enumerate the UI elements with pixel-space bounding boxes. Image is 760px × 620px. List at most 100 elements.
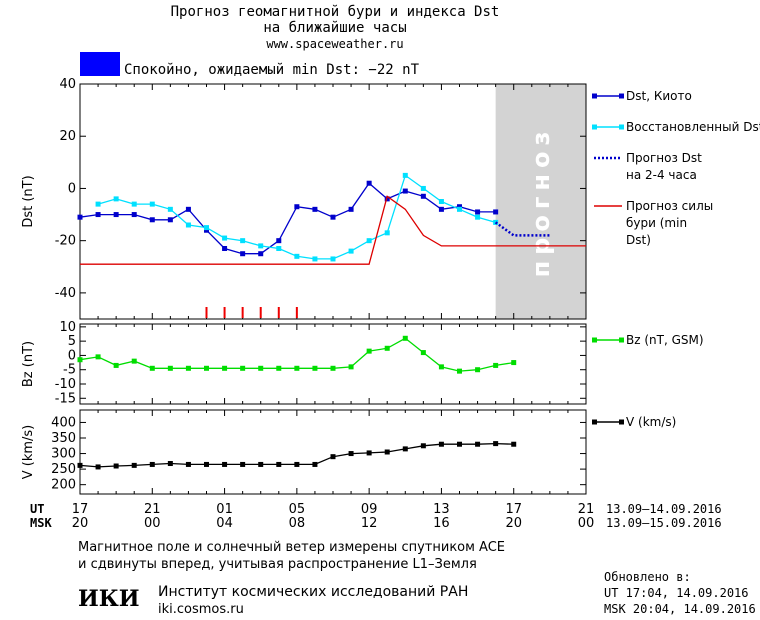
ut-tick-label: 17: [505, 502, 522, 517]
dst-data-point: [402, 172, 408, 178]
bz-data-point: [131, 358, 137, 364]
v-data-point: [402, 446, 408, 452]
dst-data-point: [149, 201, 155, 207]
dst-data-point: [204, 225, 209, 231]
bz-data-point: [276, 365, 282, 371]
dst-series-line-2: [494, 221, 550, 237]
bz-y-tick-label: 0: [68, 348, 76, 363]
source-url[interactable]: www.spaceweather.ru: [266, 37, 404, 51]
v-data-point: [276, 461, 282, 467]
updated-label: Обновлено в:: [604, 570, 691, 584]
v-plot-frame: [79, 409, 587, 495]
dst-y-tick-label: 20: [59, 129, 76, 144]
bz-data-point: [312, 365, 318, 371]
bz-y-tick-label: 5: [68, 334, 76, 349]
v-data-point: [149, 461, 155, 467]
bz-plot-frame: [79, 323, 587, 405]
status-color-swatch: [80, 52, 120, 76]
ut-tick-label: 09: [361, 502, 378, 517]
v-data-point: [131, 462, 137, 468]
v-y-tick-label: 350: [51, 431, 76, 446]
v-data-point: [348, 451, 354, 457]
dst-data-point: [366, 238, 372, 244]
dst-data-point: [330, 214, 336, 220]
dst-legend-marker: [619, 93, 624, 99]
dst-data-point: [475, 214, 481, 220]
dst-legend-label-2: на 2-4 часа: [626, 168, 697, 182]
msk-tick-label: 20: [505, 516, 522, 531]
v-data-point: [113, 463, 119, 469]
bz-data-point: [457, 368, 462, 374]
dst-data-point: [294, 204, 300, 210]
bz-legend-label-0: Bz (nT, GSM): [626, 333, 704, 347]
dst-legend-label-1: Восстановленный Dst: [626, 120, 760, 134]
dst-legend-label-0: Dst, Киото: [626, 89, 692, 103]
v-data-point: [185, 461, 191, 467]
dst-series-line-3: [80, 195, 586, 265]
dst-data-point: [167, 206, 173, 212]
msk-tick-label: 08: [289, 516, 306, 531]
dst-series-line-1: [97, 174, 496, 260]
updated-ut: UT 17:04, 14.09.2016: [604, 586, 749, 600]
v-data-point: [384, 449, 390, 455]
dst-data-point: [457, 206, 462, 212]
v-legend-marker: [619, 419, 624, 425]
v-data-point: [330, 454, 336, 460]
dst-legend-label-3: бури (min: [626, 216, 687, 230]
bz-data-point: [330, 365, 336, 371]
dst-legend-marker: [619, 124, 624, 130]
v-y-tick-label: 250: [51, 462, 76, 477]
ut-tick-label: 05: [289, 502, 306, 517]
measurement-note-line1: Магнитное поле и солнечный ветер измерен…: [78, 540, 506, 555]
dst-legend-label-3: Прогноз силы: [626, 199, 713, 213]
dst-data-point: [240, 238, 246, 244]
v-y-axis-label: V (km/s): [21, 425, 36, 480]
dst-legend-marker: [592, 124, 597, 130]
ut-axis-label: UT: [30, 502, 45, 516]
v-legend-marker: [592, 419, 597, 425]
dst-data-point: [113, 212, 119, 218]
bz-data-point: [402, 335, 408, 341]
bz-y-tick-label: -5: [63, 363, 76, 378]
bz-data-point: [95, 354, 101, 360]
dst-legend-label-3: Dst): [626, 233, 651, 247]
bz-data-point: [511, 360, 517, 366]
v-y-tick-label: 400: [51, 415, 76, 430]
chart-title-line2: на ближайшие часы: [263, 20, 407, 36]
dst-data-point: [276, 246, 282, 251]
dst-data-point: [258, 251, 264, 257]
msk-axis-label: MSK: [30, 516, 52, 530]
msk-tick-label: 04: [216, 516, 233, 531]
bz-data-point: [348, 364, 354, 370]
v-data-point: [294, 461, 300, 467]
forecast-region: [495, 84, 586, 319]
v-y-tick-label: 200: [51, 478, 76, 493]
bz-data-point: [493, 362, 499, 368]
measurement-note-line2: и сдвинуты вперед, учитывая распростране…: [78, 557, 477, 572]
bz-legend-marker: [592, 337, 597, 343]
institute-site[interactable]: iki.cosmos.ru: [158, 602, 244, 617]
v-data-point: [420, 443, 426, 449]
ut-tick-label: 13: [433, 502, 450, 517]
bz-data-point: [384, 345, 390, 351]
ut-tick-label: 21: [578, 502, 595, 517]
dst-data-point: [457, 204, 462, 210]
v-data-point: [258, 461, 264, 467]
dst-data-point: [149, 217, 155, 223]
dst-data-point: [204, 227, 209, 233]
bz-data-point: [475, 367, 481, 373]
forecast-band-label: прогноз: [527, 126, 555, 278]
dst-data-point: [348, 248, 354, 254]
bz-data-point: [149, 365, 155, 371]
v-data-point: [95, 464, 101, 470]
dst-y-tick-label: 40: [59, 77, 76, 92]
dst-data-point: [475, 209, 481, 215]
iki-logo: ИКИ: [78, 586, 140, 612]
dst-data-point: [294, 253, 300, 259]
ut-tick-label: 01: [216, 502, 233, 517]
chart-title-line1: Прогноз геомагнитной бури и индекса Dst: [170, 4, 500, 20]
dst-data-point: [185, 222, 191, 228]
v-data-point: [240, 461, 246, 467]
v-data-point: [511, 441, 517, 447]
